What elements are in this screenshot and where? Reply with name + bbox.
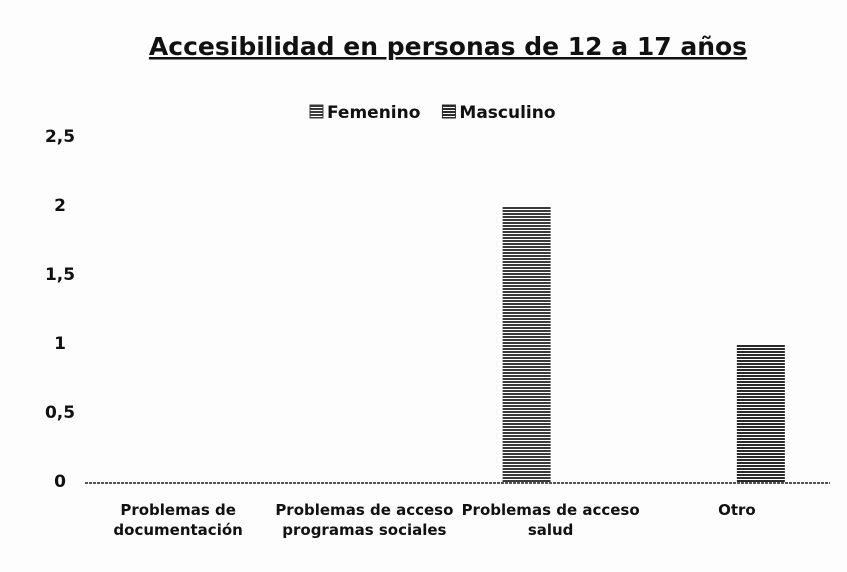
x-tick-label: Problemas de acceso programas sociales	[275, 501, 454, 539]
y-tick-label: 0,5	[45, 403, 75, 423]
legend-label: Masculino	[459, 103, 555, 123]
y-tick-label: 1,5	[45, 265, 75, 285]
bar	[502, 206, 551, 482]
legend-swatch	[309, 104, 324, 119]
chart-title: Accesibilidad en personas de 12 a 17 año…	[149, 32, 747, 61]
y-tick-label: 2	[54, 196, 66, 216]
x-tick-label: Problemas de documentación	[113, 501, 243, 539]
x-tick-label: Problemas de acceso salud	[461, 501, 640, 539]
y-tick-label: 2,5	[45, 127, 75, 147]
x-tick-label: Otro	[718, 501, 756, 519]
y-tick-label: 0	[54, 472, 66, 492]
bar	[736, 344, 785, 482]
y-tick-label: 1	[54, 334, 66, 354]
legend-swatch	[441, 104, 456, 119]
legend-label: Femenino	[327, 103, 420, 123]
